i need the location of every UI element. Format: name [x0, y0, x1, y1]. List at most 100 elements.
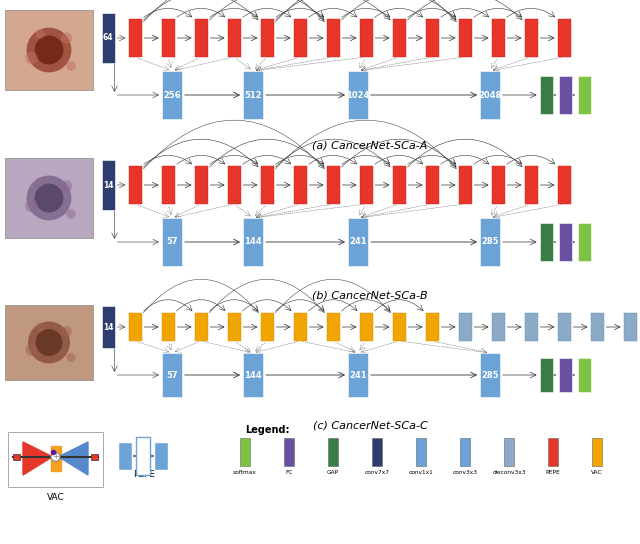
Bar: [480, 71, 500, 119]
Bar: [5, 305, 93, 380]
Text: Legend:: Legend:: [245, 425, 289, 435]
Bar: [458, 313, 472, 341]
Bar: [260, 166, 273, 204]
Bar: [492, 313, 504, 341]
Bar: [227, 166, 241, 204]
Bar: [480, 218, 500, 266]
Bar: [294, 19, 307, 57]
Bar: [480, 353, 500, 397]
Text: 241: 241: [349, 238, 367, 246]
Bar: [540, 223, 552, 261]
Bar: [426, 166, 438, 204]
Text: 57: 57: [166, 370, 178, 380]
Circle shape: [35, 35, 63, 64]
Text: 241: 241: [349, 370, 367, 380]
Bar: [227, 313, 241, 341]
Text: 256: 256: [163, 90, 181, 100]
Bar: [326, 313, 339, 341]
Bar: [392, 19, 406, 57]
Bar: [360, 313, 372, 341]
Text: PEPE: PEPE: [546, 470, 561, 475]
Bar: [195, 166, 207, 204]
Bar: [5, 10, 93, 90]
Bar: [294, 313, 307, 341]
Bar: [348, 218, 368, 266]
Bar: [577, 223, 591, 261]
Text: (c) CancerNet-SCa-C: (c) CancerNet-SCa-C: [312, 420, 428, 430]
Bar: [559, 358, 572, 392]
Bar: [577, 358, 591, 392]
Text: VAC: VAC: [591, 470, 603, 475]
Bar: [360, 166, 372, 204]
Circle shape: [66, 61, 76, 71]
Text: GAP: GAP: [327, 470, 339, 475]
Bar: [557, 313, 570, 341]
Bar: [557, 166, 570, 204]
Text: FC: FC: [285, 470, 292, 475]
Text: +: +: [52, 452, 59, 461]
Bar: [540, 76, 552, 114]
Bar: [559, 223, 572, 261]
Circle shape: [27, 28, 72, 72]
Bar: [592, 438, 602, 466]
Text: (b) CancerNet-SCa-B: (b) CancerNet-SCa-B: [312, 291, 428, 301]
Bar: [13, 454, 20, 460]
Text: 285: 285: [481, 238, 499, 246]
Bar: [416, 438, 426, 466]
Circle shape: [25, 52, 38, 64]
Text: 64: 64: [103, 34, 113, 42]
Bar: [5, 158, 93, 238]
Text: conv3x3: conv3x3: [452, 470, 477, 475]
Circle shape: [25, 200, 38, 212]
Text: 144: 144: [244, 370, 262, 380]
Bar: [326, 166, 339, 204]
Circle shape: [61, 326, 72, 337]
Bar: [504, 438, 514, 466]
Text: 14: 14: [103, 323, 113, 331]
Bar: [360, 19, 372, 57]
Bar: [118, 442, 132, 470]
Circle shape: [36, 323, 45, 332]
Bar: [136, 437, 150, 475]
Bar: [426, 313, 438, 341]
Bar: [525, 313, 538, 341]
Bar: [227, 19, 241, 57]
Bar: [260, 19, 273, 57]
Circle shape: [26, 344, 37, 356]
Bar: [372, 438, 382, 466]
Bar: [348, 71, 368, 119]
Bar: [162, 71, 182, 119]
Circle shape: [27, 176, 72, 220]
Bar: [243, 71, 263, 119]
Text: 2048: 2048: [478, 90, 502, 100]
Bar: [195, 19, 207, 57]
Bar: [557, 19, 570, 57]
Text: 285: 285: [481, 370, 499, 380]
Polygon shape: [23, 442, 52, 475]
Text: 144: 144: [244, 238, 262, 246]
Text: conv7x7: conv7x7: [365, 470, 390, 475]
Bar: [161, 313, 175, 341]
Polygon shape: [58, 442, 88, 475]
Circle shape: [61, 181, 72, 191]
Bar: [492, 166, 504, 204]
Bar: [102, 13, 115, 63]
Text: 14: 14: [103, 181, 113, 189]
Bar: [243, 218, 263, 266]
Bar: [240, 438, 250, 466]
Bar: [623, 313, 637, 341]
Circle shape: [35, 177, 45, 187]
Circle shape: [35, 329, 63, 356]
Text: VAC: VAC: [47, 493, 65, 502]
Bar: [91, 454, 98, 460]
Circle shape: [67, 353, 76, 362]
Bar: [591, 313, 604, 341]
Bar: [161, 166, 175, 204]
Bar: [328, 438, 338, 466]
Circle shape: [61, 33, 72, 44]
Bar: [458, 19, 472, 57]
Bar: [260, 313, 273, 341]
Bar: [458, 166, 472, 204]
Bar: [525, 19, 538, 57]
Text: (a) CancerNet-SCa-A: (a) CancerNet-SCa-A: [312, 140, 428, 150]
